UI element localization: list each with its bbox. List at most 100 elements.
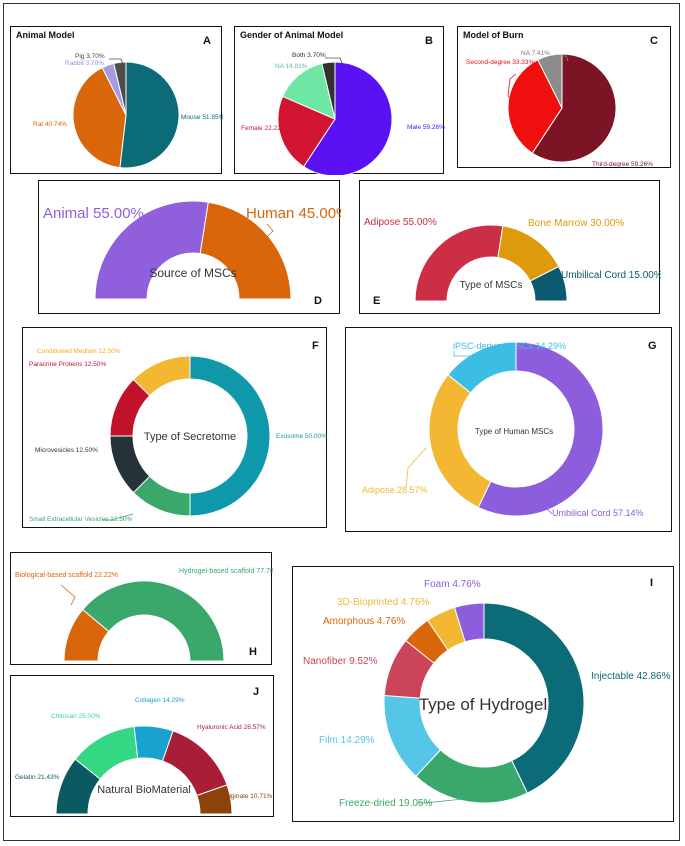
label-3d-bioprinted: 3D-Bioprinted 4.76%	[337, 597, 429, 608]
label-pig: Pig 3.70%	[75, 53, 105, 60]
slice-hydrogel-based-scaffold	[82, 580, 225, 662]
panel-source-mscs: D Animal 55.00% Human 45.00% Source of MSC…	[38, 180, 341, 314]
label-alginate: Alginate 10.71%	[225, 793, 273, 800]
pie-chart-svg: Male 59.26% Female 22.22% NA 14.81% Both 3.…	[241, 52, 445, 175]
label-exosome: Exosome 50.00%	[276, 433, 327, 440]
panel-human-mscs: G Umbilical Cord 57.14% Adipose 28.57% iPS…	[345, 327, 672, 532]
panel-title: Model of Burn	[463, 30, 524, 40]
slice-na	[282, 62, 336, 120]
panel-scaffold: H Biological-based scaffold 22.22% Hydrog…	[10, 552, 273, 665]
panel-biomaterial: J Gelatin 21.43% Chitosan 25.00% Collagen …	[10, 675, 274, 817]
leader-line	[453, 351, 493, 357]
leader-line	[253, 223, 274, 242]
label-na: NA 14.81%	[275, 63, 308, 70]
panel-secretome: F Exosome 50.00% Small Extracellular Vesi…	[22, 327, 327, 528]
slice-male	[302, 61, 393, 175]
center-label: Natural BioMaterial	[97, 784, 191, 796]
label-freeze-dried: Freeze-dried 19.05%	[339, 798, 432, 809]
panel-letter: G	[648, 340, 657, 352]
label-na: NA 7.41%	[521, 50, 550, 57]
slice-umbilical-cord	[477, 341, 604, 517]
leader-line	[103, 513, 134, 521]
label-biological-based-scaffold: Biological-based scaffold 22.22%	[15, 572, 118, 579]
center-label: Type of Human MSCs	[475, 427, 553, 436]
center-label: Source of MSCs	[149, 266, 236, 280]
leader-line	[405, 447, 427, 489]
slice-both	[321, 61, 336, 120]
panel-letter: B	[425, 35, 433, 47]
panel-letter: E	[373, 295, 381, 307]
panel-letter: H	[249, 646, 257, 658]
label-male: Male 59.26%	[407, 124, 445, 131]
slice-foam	[453, 602, 485, 643]
slice-umbilical-cord	[529, 265, 568, 302]
leader-line	[543, 489, 555, 515]
panel-title: Animal Model	[16, 30, 75, 40]
slice-exosome	[189, 355, 271, 517]
label-conditioned-medium: Conditioned Medium 12.50%	[37, 348, 121, 355]
semi-donut-svg: Biological-based scaffold 22.22% Hydrogel…	[15, 568, 273, 662]
label-umbilical-cord: Umbilical Cord 15.00%	[561, 270, 661, 281]
center-label: Type of MSCs	[460, 280, 523, 291]
donut-svg: Exosome 50.00% Small Extracellular Vesicl…	[29, 348, 327, 523]
label-collagen: Collagen 14.29%	[135, 697, 185, 704]
panel-title: Gender of Animal Model	[240, 30, 344, 40]
label-both: Both 3.70%	[292, 52, 326, 59]
figure-frame	[3, 3, 680, 841]
label-female: Female 22.22%	[241, 125, 287, 132]
panel-letter: I	[650, 577, 654, 589]
center-label: Type of Secretome	[144, 431, 236, 443]
panel-gender: Gender of Animal Model B Male 59.26% Fema…	[234, 26, 445, 175]
label-human: Human 45.00%	[246, 205, 341, 222]
slice-second-degree	[507, 59, 563, 154]
label-animal: Animal 55.00%	[43, 205, 144, 222]
label-adipose: Adipose 55.00%	[364, 217, 437, 228]
label-amorphous: Amorphous 4.76%	[323, 616, 405, 627]
label-chitosan: Chitosan 25.00%	[51, 713, 101, 720]
panel-hydrogel: I Injectable 42.86% Freeze-dried 19.05% Fi…	[292, 566, 674, 822]
label-ipsc-derived-mscs: iPSC-derived MSCs 14.29%	[453, 341, 566, 351]
semi-donut-svg: Animal 55.00% Human 45.00% Source of MSCs	[43, 200, 341, 300]
label-adipose: Adipose 28.57%	[362, 485, 428, 495]
label-hyaluronic-acid: Hyaluronic Acid 28.57%	[197, 724, 266, 731]
panel-letter: C	[650, 35, 658, 47]
slice-animal	[94, 200, 209, 300]
donut-svg: Injectable 42.86% Freeze-dried 19.05% Film…	[303, 579, 671, 809]
pie-chart-svg: Third-degree 59.26% Second-degree 33.33% N…	[466, 50, 653, 168]
panel-letter: J	[253, 686, 260, 698]
label-foam: Foam 4.76%	[424, 579, 481, 590]
slice-alginate	[196, 784, 233, 815]
slice-rat	[72, 66, 127, 169]
pie-chart-svg: Mouse 51.85% Rat 40.74% Rabbit 3.70%Pig 3.…	[33, 53, 223, 169]
slice-female	[277, 95, 336, 168]
leader-line	[325, 57, 343, 64]
label-nanofiber: Nanofiber 9.52%	[303, 656, 378, 667]
panel-animal-model: Animal Model A Mouse 51.85% Rat 40.74% Rab…	[10, 26, 223, 174]
label-rabbit: Rabbit 3.70%	[65, 60, 104, 67]
leader-line	[417, 798, 464, 804]
panel-burn-model: Model of Burn C Third-degree 59.26% Secon…	[457, 26, 671, 168]
panel-type-mscs: E Adipose 55.00% Bone Marrow 30.00% Umbili…	[359, 180, 661, 314]
leader-line	[552, 55, 569, 62]
panel-letter: F	[312, 340, 319, 352]
slice-third-degree	[531, 53, 617, 163]
slice-adipose	[428, 374, 492, 509]
slice-adipose	[414, 224, 504, 302]
semi-donut-svg: Gelatin 21.43% Chitosan 25.00% Collagen 14…	[15, 697, 273, 815]
label-third-degree: Third-degree 59.26%	[592, 161, 653, 168]
leader-line	[109, 58, 124, 65]
panel-letter: D	[314, 295, 322, 307]
semi-donut-svg: Adipose 55.00% Bone Marrow 30.00% Umbilica…	[364, 217, 661, 302]
label-second-degree: Second-degree 33.33%	[466, 59, 535, 66]
donut-svg: Umbilical Cord 57.14% Adipose 28.57% iPSC-…	[362, 341, 644, 518]
label-microvesicles: Microvesicles 12.50%	[35, 447, 98, 454]
label-hydrogel-based-scaffold: Hydrogel-based scaffold 77.78%	[179, 568, 273, 575]
label-film: Film 14.29%	[319, 735, 375, 746]
leader-line	[60, 584, 76, 606]
label-mouse: Mouse 51.85%	[181, 114, 223, 121]
slice-human	[199, 201, 292, 300]
slice-injectable	[483, 602, 585, 794]
slice-conditioned-medium	[132, 355, 191, 397]
label-injectable: Injectable 42.86%	[591, 671, 671, 682]
label-paracrine-proteins: Paracrine Proteins 12.50%	[29, 361, 107, 368]
